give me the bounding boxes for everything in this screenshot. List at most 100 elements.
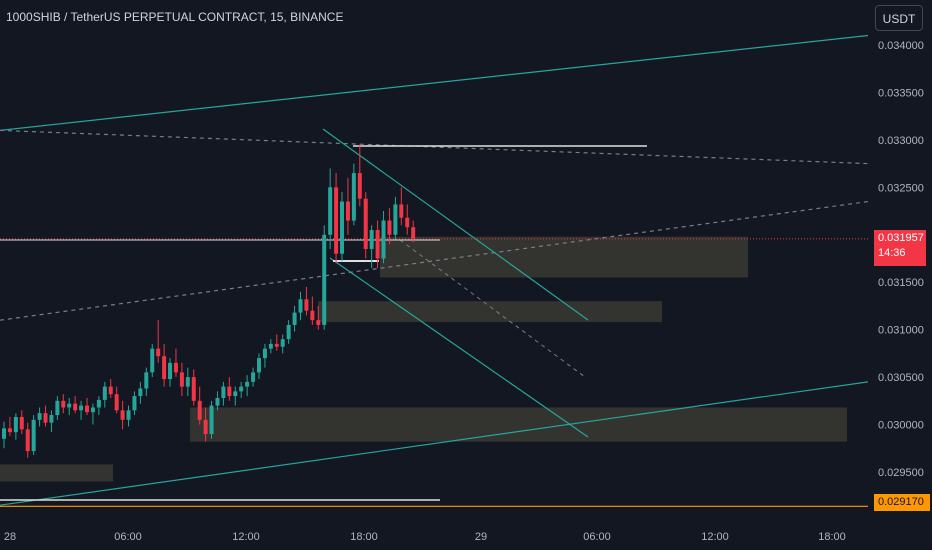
candle-body (262, 348, 267, 359)
candle-body (173, 362, 178, 373)
candle-body (126, 410, 131, 420)
candle-body (268, 343, 273, 349)
y-axis-tick-label: 0.029500 (878, 467, 924, 479)
candle-body (13, 416, 18, 433)
y-axis-tick-label: 0.031000 (878, 325, 924, 337)
y-axis-tick-label: 0.030000 (878, 420, 924, 432)
x-axis-tick-label: 18:00 (350, 531, 378, 543)
candle-body (316, 320, 321, 325)
chart-title: 1000SHIB / TetherUS PERPETUAL CONTRACT, … (6, 10, 344, 24)
descending-channel-lower (329, 257, 589, 438)
candle-body (49, 415, 54, 423)
candle-body (19, 416, 24, 430)
candle-body (227, 386, 232, 397)
projection-dashed-line (399, 239, 586, 378)
candle-body (411, 227, 416, 239)
candle-body (120, 410, 125, 420)
candle-body (304, 299, 309, 311)
trendline (0, 381, 869, 506)
candle-body (85, 405, 90, 413)
candle-body (345, 201, 350, 221)
candle-body (37, 413, 42, 420)
candle-body (233, 391, 238, 397)
y-axis-tick-label: 0.032500 (878, 182, 924, 194)
candle-body (393, 204, 398, 235)
candle-body (310, 310, 315, 321)
candle-body (256, 358, 261, 373)
candle-body (73, 403, 78, 411)
candle-body (79, 405, 84, 411)
candle-body (298, 299, 303, 313)
descending-channel-upper (322, 128, 589, 321)
x-axis-tick-label: 12:00 (701, 531, 729, 543)
candle-body (328, 187, 333, 235)
candle-body (43, 413, 48, 423)
candle-body (108, 386, 113, 395)
candle-body (209, 405, 214, 435)
candle-body (280, 339, 285, 347)
trendline (0, 34, 869, 131)
candle-body (274, 343, 279, 347)
candle-body (25, 429, 30, 452)
candle-body (179, 372, 184, 387)
candle-body (7, 428, 12, 433)
candle-body (162, 356, 167, 380)
candle-body (150, 348, 155, 373)
candle-body (340, 201, 345, 254)
supply-demand-zone (0, 464, 113, 482)
trendline (0, 200, 869, 321)
candle-body (191, 377, 196, 401)
candle-body (168, 362, 173, 380)
candle-body (197, 400, 202, 420)
candle-body (363, 198, 368, 250)
candle-body (132, 396, 137, 411)
candle-body (286, 324, 291, 340)
candle-body (251, 372, 256, 382)
candle-body (138, 388, 143, 397)
supply-demand-zone (318, 301, 662, 323)
candle-body (144, 372, 149, 389)
candle-body (292, 312, 297, 325)
y-axis-tick-label: 0.034000 (878, 40, 924, 52)
candle-body (239, 386, 244, 392)
trendline (0, 129, 869, 165)
candle-body (31, 419, 36, 452)
candle-body (387, 220, 392, 235)
x-axis-tick-label: 18:00 (818, 531, 846, 543)
y-axis-tick-label: 0.030500 (878, 372, 924, 384)
candle-body (185, 377, 190, 387)
x-axis-tick-label: 12:00 (232, 531, 260, 543)
candle-body (203, 419, 208, 435)
range-marker (333, 260, 379, 262)
candle-body (334, 187, 339, 254)
candle-body (90, 407, 95, 413)
x-axis-tick-label: 29 (475, 531, 487, 543)
candle-body (55, 400, 60, 416)
candle-body (215, 397, 220, 406)
candle-body (369, 230, 374, 250)
y-axis-tick-label: 0.033000 (878, 135, 924, 147)
candle-body (102, 386, 107, 400)
candle-body (2, 428, 6, 439)
candle-body (245, 381, 250, 387)
candle-body (351, 173, 356, 221)
x-axis-tick-label: 28 (4, 531, 16, 543)
y-axis-tick-label: 0.031500 (878, 277, 924, 289)
candle-body (375, 230, 380, 259)
candle-body (96, 399, 101, 408)
candle-body (61, 400, 66, 408)
candle-body (322, 234, 327, 325)
candle-body (357, 173, 362, 199)
candle-body (399, 204, 404, 218)
candle-body (381, 220, 386, 259)
candle-body (221, 386, 226, 398)
currency-unit-button[interactable]: USDT (875, 5, 923, 31)
supply-demand-zone (190, 407, 847, 442)
candle-body (156, 348, 161, 357)
horizontal-line-price-tag: 0.029170 (874, 494, 930, 511)
candle-body (114, 394, 119, 411)
current-price-tag: 0.031957 14:36 (874, 230, 926, 266)
y-axis-tick-label: 0.033500 (878, 87, 924, 99)
candle-body (67, 403, 72, 408)
